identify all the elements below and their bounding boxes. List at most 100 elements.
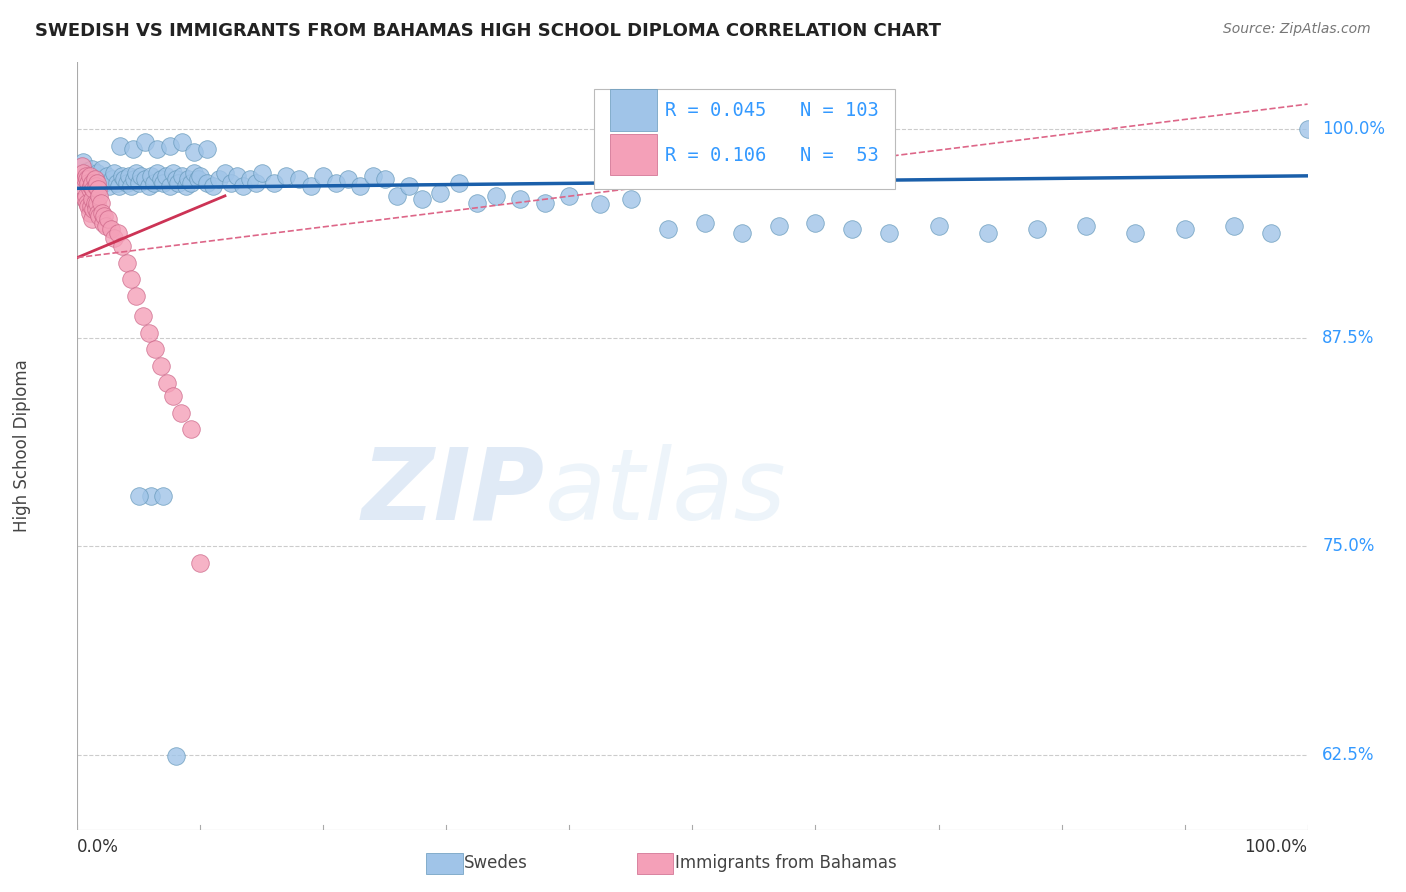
Point: [82, 212, 104, 227]
Point: [89, 189, 111, 203]
Point: [201, 178, 224, 193]
Point: [70, 178, 93, 193]
Point: [187, 172, 209, 186]
Point: [183, 165, 205, 179]
Point: [1174, 222, 1197, 236]
Point: [180, 176, 202, 190]
Point: [105, 176, 128, 190]
Point: [429, 186, 451, 200]
Point: [146, 142, 169, 156]
Point: [146, 165, 169, 179]
Point: [87, 205, 110, 219]
Point: [312, 169, 335, 183]
Point: [299, 178, 322, 193]
Point: [107, 226, 129, 240]
Point: [79, 169, 101, 183]
Point: [103, 165, 125, 179]
Text: 62.5%: 62.5%: [1323, 746, 1375, 764]
Point: [80, 199, 103, 213]
Point: [82, 176, 104, 190]
Point: [96, 169, 118, 183]
Point: [83, 195, 105, 210]
Point: [80, 178, 103, 193]
Point: [195, 142, 218, 156]
Point: [134, 136, 156, 150]
Point: [156, 376, 179, 390]
Text: R = 0.045   N = 103: R = 0.045 N = 103: [665, 102, 879, 120]
Point: [142, 176, 165, 190]
Point: [115, 176, 138, 190]
Point: [125, 165, 148, 179]
Point: [208, 172, 231, 186]
Point: [509, 192, 531, 206]
Point: [121, 142, 143, 156]
Point: [121, 178, 143, 193]
Text: High School Diploma: High School Diploma: [13, 359, 31, 533]
Point: [86, 165, 108, 179]
Text: Source: ZipAtlas.com: Source: ZipAtlas.com: [1223, 22, 1371, 37]
Point: [73, 192, 96, 206]
Point: [72, 165, 94, 179]
Point: [89, 209, 111, 223]
Point: [128, 489, 150, 503]
Text: Swedes: Swedes: [464, 855, 527, 872]
Point: [180, 422, 202, 436]
Point: [159, 138, 181, 153]
Point: [226, 169, 249, 183]
Point: [589, 197, 612, 211]
Point: [134, 172, 156, 186]
Point: [288, 172, 311, 186]
Point: [75, 169, 97, 183]
Point: [82, 182, 104, 196]
Point: [214, 165, 236, 179]
Point: [112, 172, 135, 186]
Point: [89, 172, 111, 186]
Point: [90, 162, 114, 177]
Point: [121, 272, 143, 286]
Point: [141, 169, 163, 183]
Point: [250, 165, 273, 179]
Text: ZIP: ZIP: [361, 443, 546, 541]
Point: [115, 255, 138, 269]
Point: [349, 178, 371, 193]
Point: [93, 176, 115, 190]
Point: [111, 169, 132, 183]
Point: [174, 178, 197, 193]
Point: [768, 219, 790, 233]
Point: [558, 189, 581, 203]
Point: [879, 226, 901, 240]
Text: 0.0%: 0.0%: [77, 838, 120, 856]
Point: [150, 172, 173, 186]
FancyBboxPatch shape: [595, 89, 896, 189]
Point: [731, 226, 754, 240]
Point: [195, 176, 218, 190]
Point: [70, 159, 93, 173]
Point: [188, 169, 212, 183]
Point: [141, 489, 163, 503]
Point: [94, 219, 117, 233]
Point: [73, 172, 96, 186]
Point: [97, 212, 120, 227]
Point: [165, 172, 187, 186]
Point: [76, 164, 98, 178]
Point: [1125, 226, 1147, 240]
Point: [485, 189, 508, 203]
Point: [170, 136, 193, 150]
Point: [1223, 219, 1246, 233]
Point: [263, 176, 285, 190]
Point: [84, 202, 107, 217]
Point: [239, 172, 262, 186]
Point: [79, 182, 101, 196]
Point: [83, 176, 105, 190]
Text: 100.0%: 100.0%: [1244, 838, 1308, 856]
Point: [82, 202, 104, 217]
Point: [411, 192, 433, 206]
Point: [91, 215, 114, 229]
Point: [93, 209, 115, 223]
Text: Immigrants from Bahamas: Immigrants from Bahamas: [675, 855, 897, 872]
Point: [447, 176, 470, 190]
Point: [155, 169, 177, 183]
Point: [232, 178, 254, 193]
Point: [657, 222, 679, 236]
Point: [108, 178, 131, 193]
